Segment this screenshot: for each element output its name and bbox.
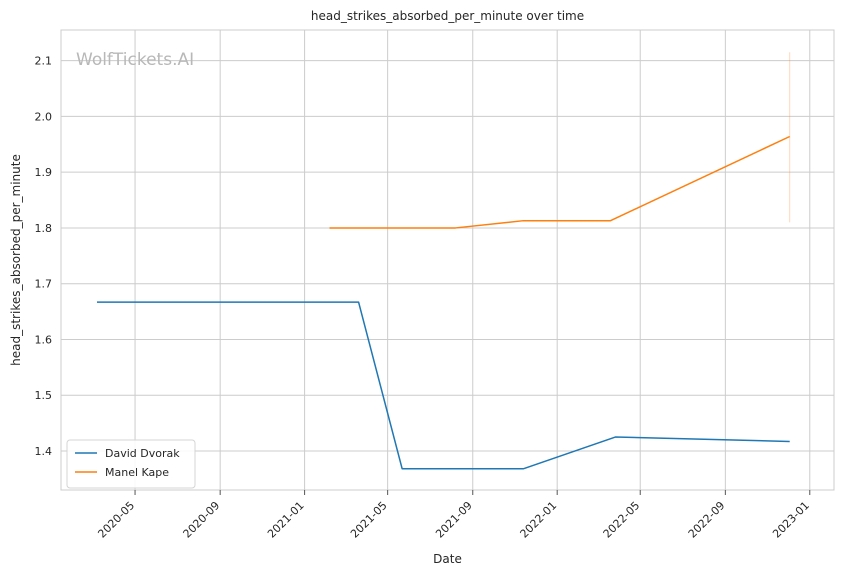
chart-title: head_strikes_absorbed_per_minute over ti…: [311, 9, 584, 23]
x-axis-label: Date: [433, 552, 462, 566]
y-tick-label: 1.4: [35, 445, 53, 458]
y-tick-label: 1.5: [35, 389, 53, 402]
legend: David Dvorak Manel Kape: [66, 439, 196, 489]
legend-box: [66, 439, 196, 489]
watermark-text: WolfTickets.AI: [76, 50, 194, 70]
y-tick-label: 1.6: [35, 333, 53, 346]
series-line-0: [96, 301, 790, 470]
y-tick-label: 1.7: [35, 278, 53, 291]
y-tick-label: 2.0: [35, 110, 53, 123]
plot-area: [60, 29, 835, 491]
y-axis: 1.4 1.5 1.6 1.7 1.8 1.9 2.0 2.1: [35, 55, 53, 458]
legend-label: Manel Kape: [105, 466, 169, 479]
y-tick-label: 2.1: [35, 55, 53, 68]
legend-label: David Dvorak: [105, 447, 180, 460]
y-tick-label: 1.9: [35, 166, 53, 179]
series-line-1: [329, 135, 791, 229]
y-tick-label: 1.8: [35, 222, 53, 235]
y-axis-label: head_strikes_absorbed_per_minute: [9, 154, 23, 366]
series-layer: [96, 52, 791, 470]
